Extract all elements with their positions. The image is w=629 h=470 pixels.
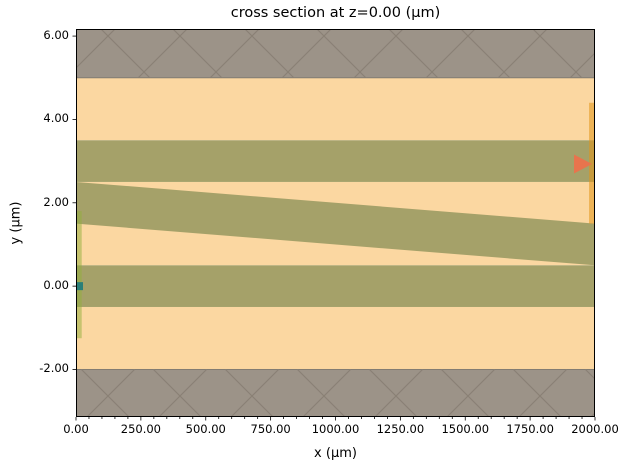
x-tick-label: 1750.00 xyxy=(506,422,554,436)
y-tick-label: 2.00 xyxy=(43,194,69,209)
y-tick-label: -2.00 xyxy=(39,361,69,376)
layer-olive-upper xyxy=(76,140,595,182)
x-tick-label: 1250.00 xyxy=(376,422,425,436)
regions-group xyxy=(76,29,595,417)
x-tick-label: 0.00 xyxy=(63,422,89,436)
chart-title: cross section at z=0.00 (μm) xyxy=(230,5,441,21)
x-tick-label: 750.00 xyxy=(250,422,291,436)
taper-olive-wedge xyxy=(76,181,595,266)
port-marker-right-arrow xyxy=(574,154,592,174)
axes-spines xyxy=(76,29,595,417)
left-edge-strip-green xyxy=(76,211,82,339)
x-axis-label: x (μm) xyxy=(314,446,357,461)
tick-marks xyxy=(72,35,596,421)
x-tick-label: 2000.00 xyxy=(571,422,619,436)
x-tick-label: 1500.00 xyxy=(441,422,490,436)
x-tick-label: 500.00 xyxy=(185,422,226,436)
layer-orange-top xyxy=(76,77,595,141)
y-tick-label: 4.00 xyxy=(43,111,69,126)
y-tick-label: 6.00 xyxy=(43,28,69,43)
y-tick-label: 0.00 xyxy=(43,278,69,293)
x-tick-label: 250.00 xyxy=(120,422,161,436)
right-edge-strip-yellow xyxy=(589,102,595,224)
hatched-region-top-hatch xyxy=(76,29,595,78)
layer-olive-lower xyxy=(76,265,595,307)
layer-orange-bottom xyxy=(76,306,595,370)
x-tick-label: 1000.00 xyxy=(311,422,360,436)
hatched-region-bottom-hatch xyxy=(76,369,595,417)
port-marker-left-square xyxy=(77,282,83,291)
